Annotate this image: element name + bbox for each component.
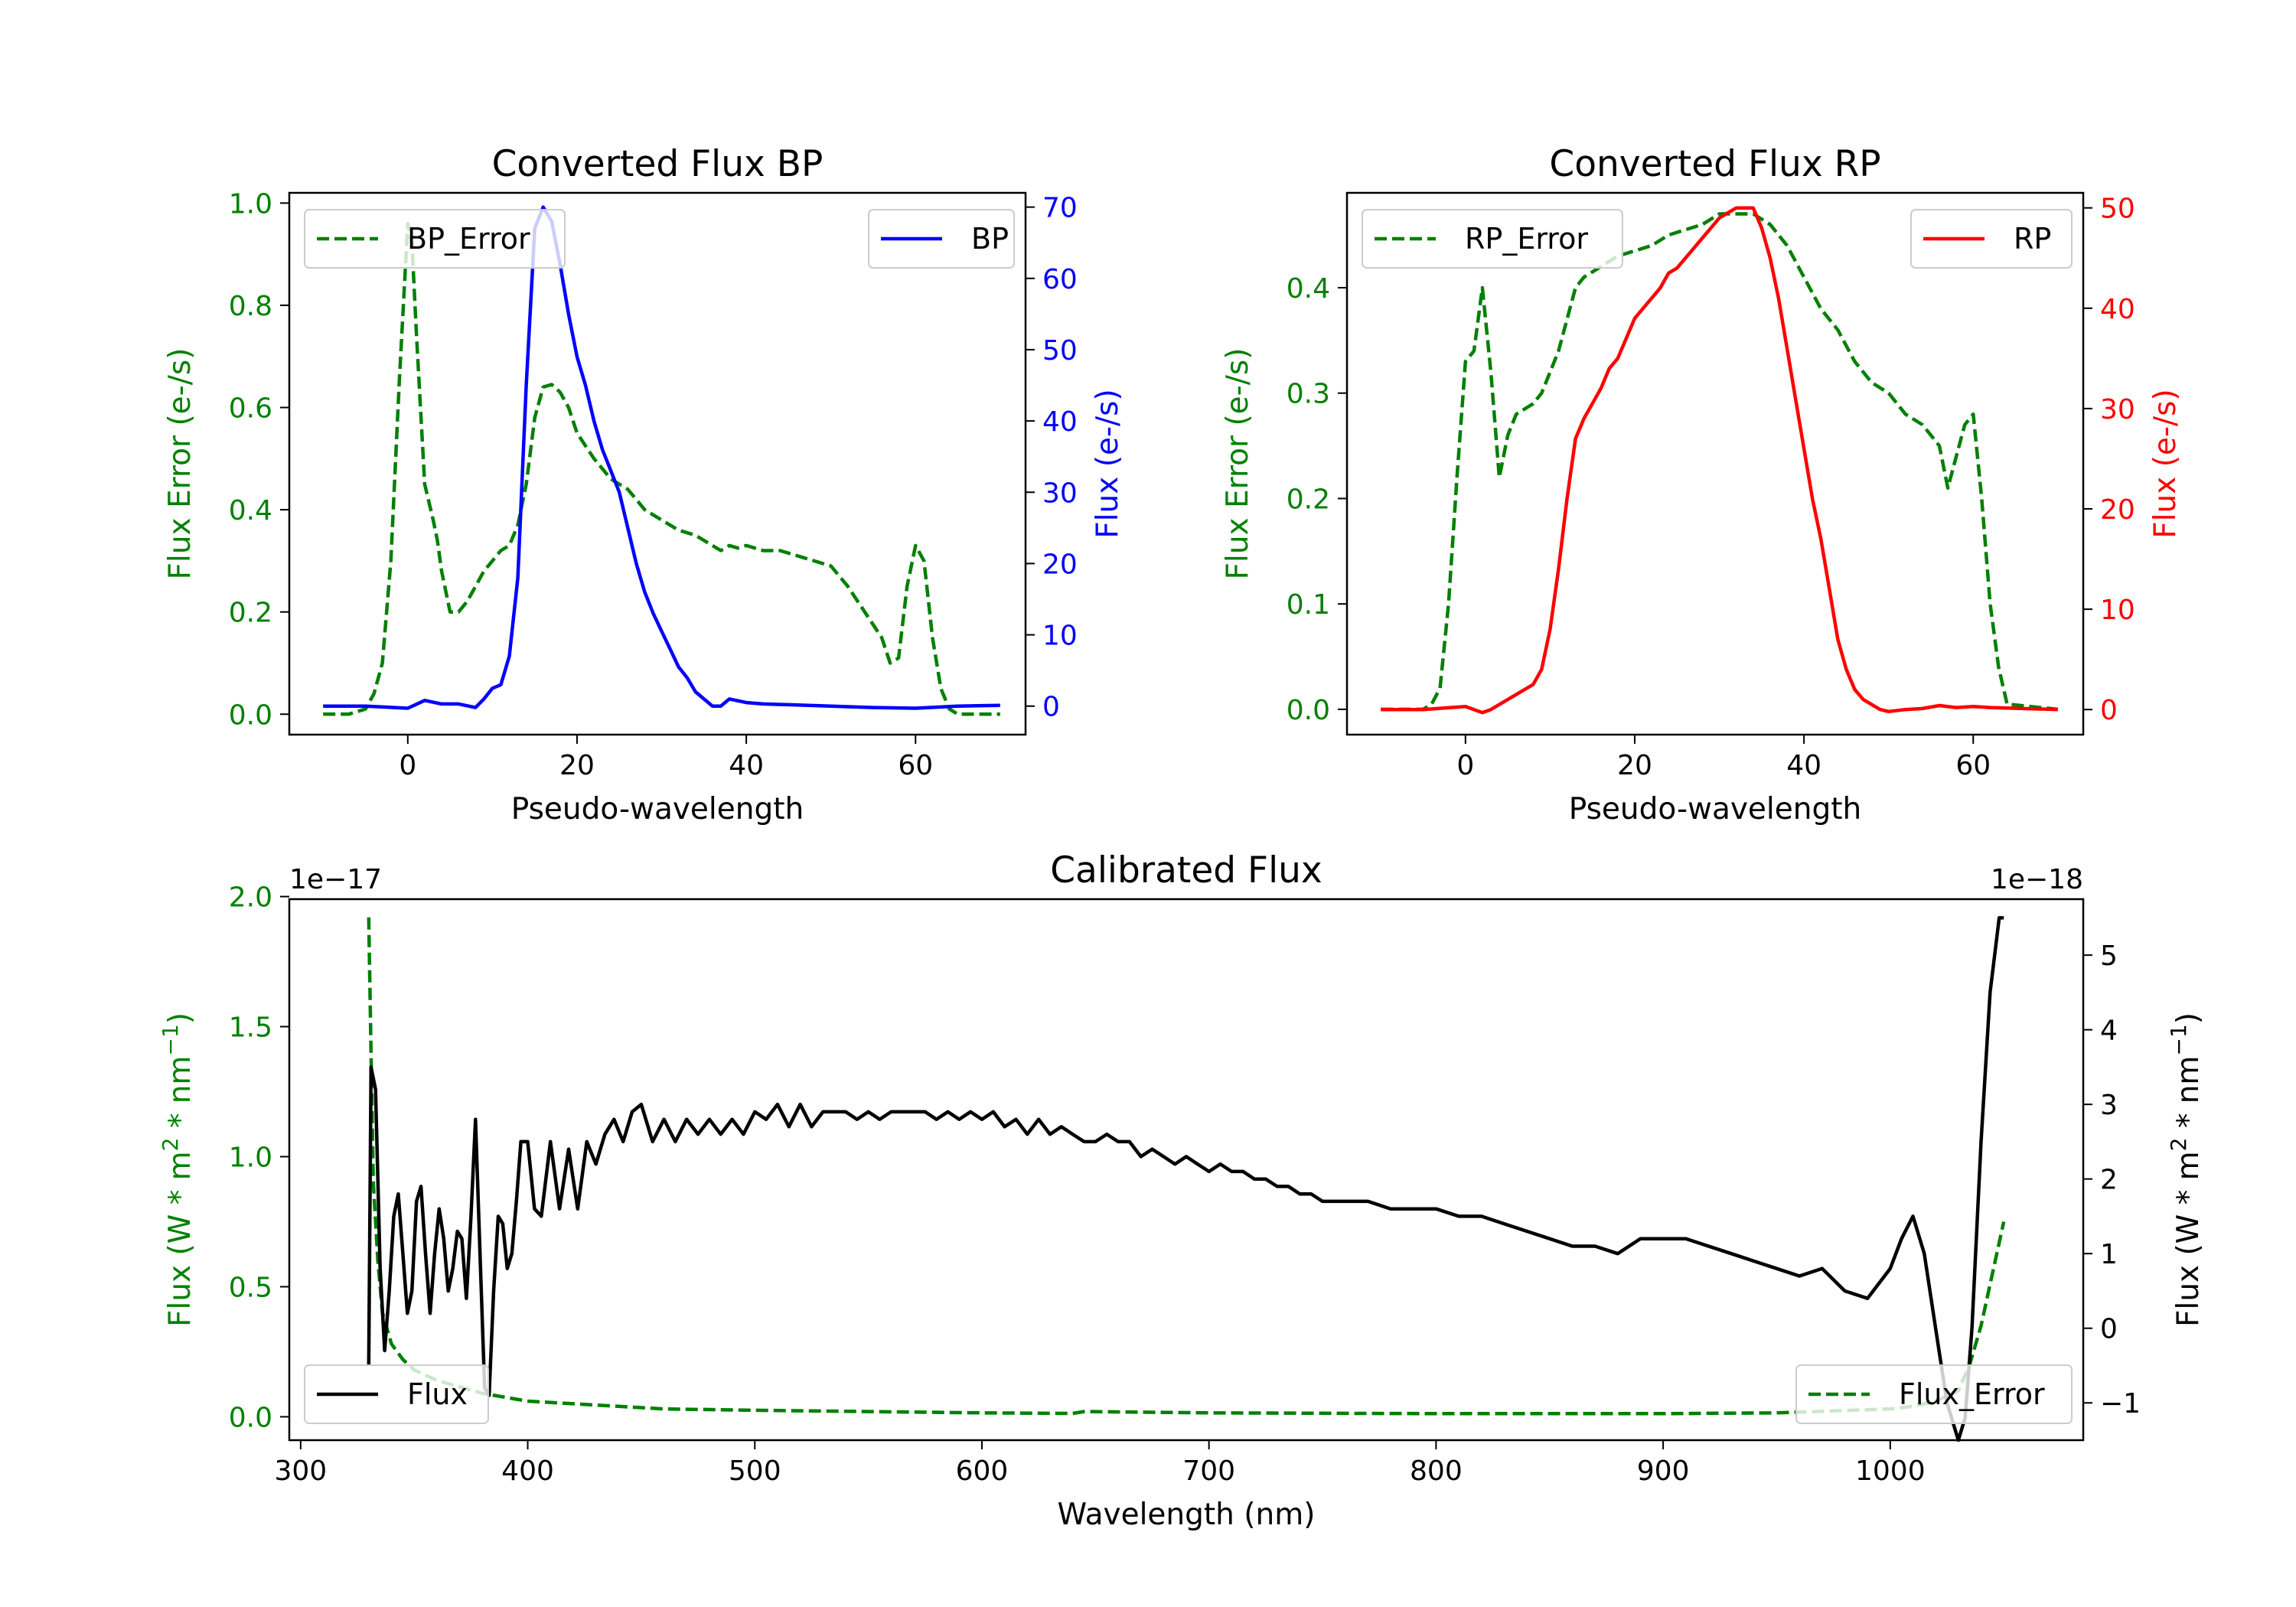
- y-left-tick-label: 1.0: [229, 188, 272, 220]
- legend-flux: Flux: [304, 1364, 489, 1424]
- x-axis-label: Wavelength (nm): [1058, 1498, 1316, 1532]
- series-bp-error-line: [323, 221, 1000, 716]
- y-left-tick-label: 0.2: [1287, 484, 1330, 515]
- y-right-axis-label: Flux (W * m2 * nm−1): [2166, 1012, 2206, 1327]
- y-right-tick-label: 20: [1042, 549, 1078, 580]
- x-tick-label: 400: [501, 1455, 554, 1487]
- legend-box: [1910, 209, 2073, 269]
- plot-frame: [288, 898, 2085, 1442]
- legend-bp-error: BP_Error: [304, 209, 566, 269]
- chart-title: Converted Flux RP: [1549, 143, 1880, 185]
- x-tick-label: 600: [956, 1455, 1009, 1487]
- y-left-tick-label: 0.5: [229, 1272, 272, 1303]
- legend-label: BP: [971, 222, 1009, 256]
- y-right-tick-label: 5: [2100, 940, 2118, 972]
- y-left-axis-label: Flux (W * m2 * nm−1): [158, 1012, 198, 1327]
- x-tick-label: 300: [274, 1455, 327, 1487]
- x-tick-label: 20: [559, 750, 595, 781]
- legend-rp: RP: [1910, 209, 2073, 269]
- y-left-tick-label: 0.2: [229, 598, 272, 629]
- y-right-tick-label: 2: [2100, 1165, 2118, 1196]
- y-left-tick-label: 2.0: [229, 882, 272, 914]
- y-right-tick-label: 60: [1042, 264, 1078, 295]
- y-left-tick-label: 0.1: [1287, 589, 1330, 621]
- y-left-tick-label: 0.8: [229, 291, 272, 322]
- x-tick-label: 40: [1786, 750, 1821, 781]
- y-right-tick-label: 30: [2100, 394, 2135, 425]
- legend-label: RP_Error: [1465, 222, 1588, 256]
- chart-converted-flux-rp: 0 20 40 60 0.0 0.1 0.2 0.3 0.4 0 10 20 30 40 50 Convert…: [1221, 143, 2183, 826]
- legend-box: [1362, 209, 1623, 269]
- y-right-tick-label: 30: [1042, 478, 1078, 509]
- x-tick-label: 40: [729, 750, 764, 781]
- y-right-tick-label: 40: [2100, 294, 2135, 325]
- y-right-tick-label: 0: [2100, 1314, 2118, 1345]
- chart-title: Converted Flux BP: [492, 143, 823, 185]
- series-rp-line: [1381, 206, 2058, 715]
- y-right-tick-label: 0: [2100, 695, 2118, 726]
- series-flux-line: [367, 916, 2004, 1442]
- y-right-axis-label: Flux (e-/s): [2148, 389, 2183, 538]
- plot-frame: [288, 191, 1027, 736]
- legend-box: [304, 209, 566, 269]
- x-tick-label: 700: [1182, 1455, 1235, 1487]
- legend-flux-error: Flux_Error: [1795, 1364, 2073, 1424]
- chart-title: Calibrated Flux: [1050, 849, 1322, 892]
- y-left-tick-label: 0.6: [229, 393, 272, 425]
- y-right-tick-label: 10: [1042, 621, 1078, 652]
- y-left-tick-label: 1.5: [229, 1012, 272, 1044]
- chart-converted-flux-bp: 0 20 40 60 0.0 0.2 0.4 0.6 0.8 1.0 0 10 20 30 40 50 60 70…: [163, 143, 1125, 826]
- x-axis-label: Pseudo-wavelength: [511, 792, 804, 826]
- y-left-axis-label: Flux Error (e-/s): [1221, 348, 1255, 580]
- plot-frame: [1345, 191, 2085, 736]
- x-axis-label: Pseudo-wavelength: [1569, 792, 1861, 826]
- y-right-tick-label: 50: [1042, 335, 1078, 367]
- y-left-tick-label: 0.4: [229, 495, 272, 526]
- y-right-tick-label: 4: [2100, 1015, 2118, 1047]
- legend-box: [304, 1364, 489, 1424]
- y-left-tick-label: 0.3: [1287, 379, 1330, 410]
- y-right-tick-label: −1: [2100, 1388, 2141, 1420]
- x-tick-label: 1000: [1855, 1455, 1926, 1487]
- y-right-tick-label: 70: [1042, 193, 1078, 224]
- x-tick-label: 60: [898, 750, 933, 781]
- x-tick-label: 800: [1410, 1455, 1463, 1487]
- legend-bp: BP: [868, 209, 1015, 269]
- y-right-tick-label: 1: [2100, 1239, 2118, 1270]
- y-right-offset-label: 1e−18: [1991, 864, 2083, 895]
- y-left-tick-label: 0.0: [1287, 695, 1330, 726]
- y-left-tick-label: 1.0: [229, 1143, 272, 1174]
- x-tick-label: 0: [399, 750, 416, 781]
- legend-label: Flux_Error: [1899, 1377, 2045, 1411]
- legend-box: [1795, 1364, 2073, 1424]
- x-tick-label: 0: [1456, 750, 1474, 781]
- y-right-tick-label: 3: [2100, 1090, 2118, 1121]
- legend-label: RP: [2014, 222, 2051, 256]
- y-right-tick-label: 0: [1042, 692, 1060, 723]
- y-right-tick-label: 20: [2100, 494, 2135, 526]
- y-right-tick-label: 40: [1042, 406, 1078, 438]
- legend-label: BP_Error: [407, 222, 530, 256]
- y-left-axis-label: Flux Error (e-/s): [163, 348, 197, 580]
- legend-rp-error: RP_Error: [1362, 209, 1623, 269]
- chart-calibrated-flux: 300 400 500 600 700 800 900 1000 0.0 0.5 1.0 1.5 2.0…: [158, 849, 2206, 1532]
- x-tick-label: 500: [729, 1455, 781, 1487]
- y-left-tick-label: 0.0: [229, 699, 272, 731]
- y-left-tick-label: 0.4: [1287, 273, 1330, 305]
- series-rp-error-line: [1381, 212, 2059, 712]
- y-right-axis-label: Flux (e-/s): [1091, 389, 1125, 538]
- y-right-tick-label: 50: [2100, 194, 2135, 225]
- series-bp-line: [323, 205, 1000, 710]
- x-tick-label: 900: [1637, 1455, 1690, 1487]
- legend-label: Flux: [407, 1377, 468, 1411]
- x-tick-label: 20: [1617, 750, 1652, 781]
- y-left-tick-label: 0.0: [229, 1402, 272, 1433]
- y-left-offset-label: 1e−17: [289, 864, 382, 895]
- y-right-tick-label: 10: [2100, 595, 2135, 626]
- x-tick-label: 60: [1955, 750, 1991, 781]
